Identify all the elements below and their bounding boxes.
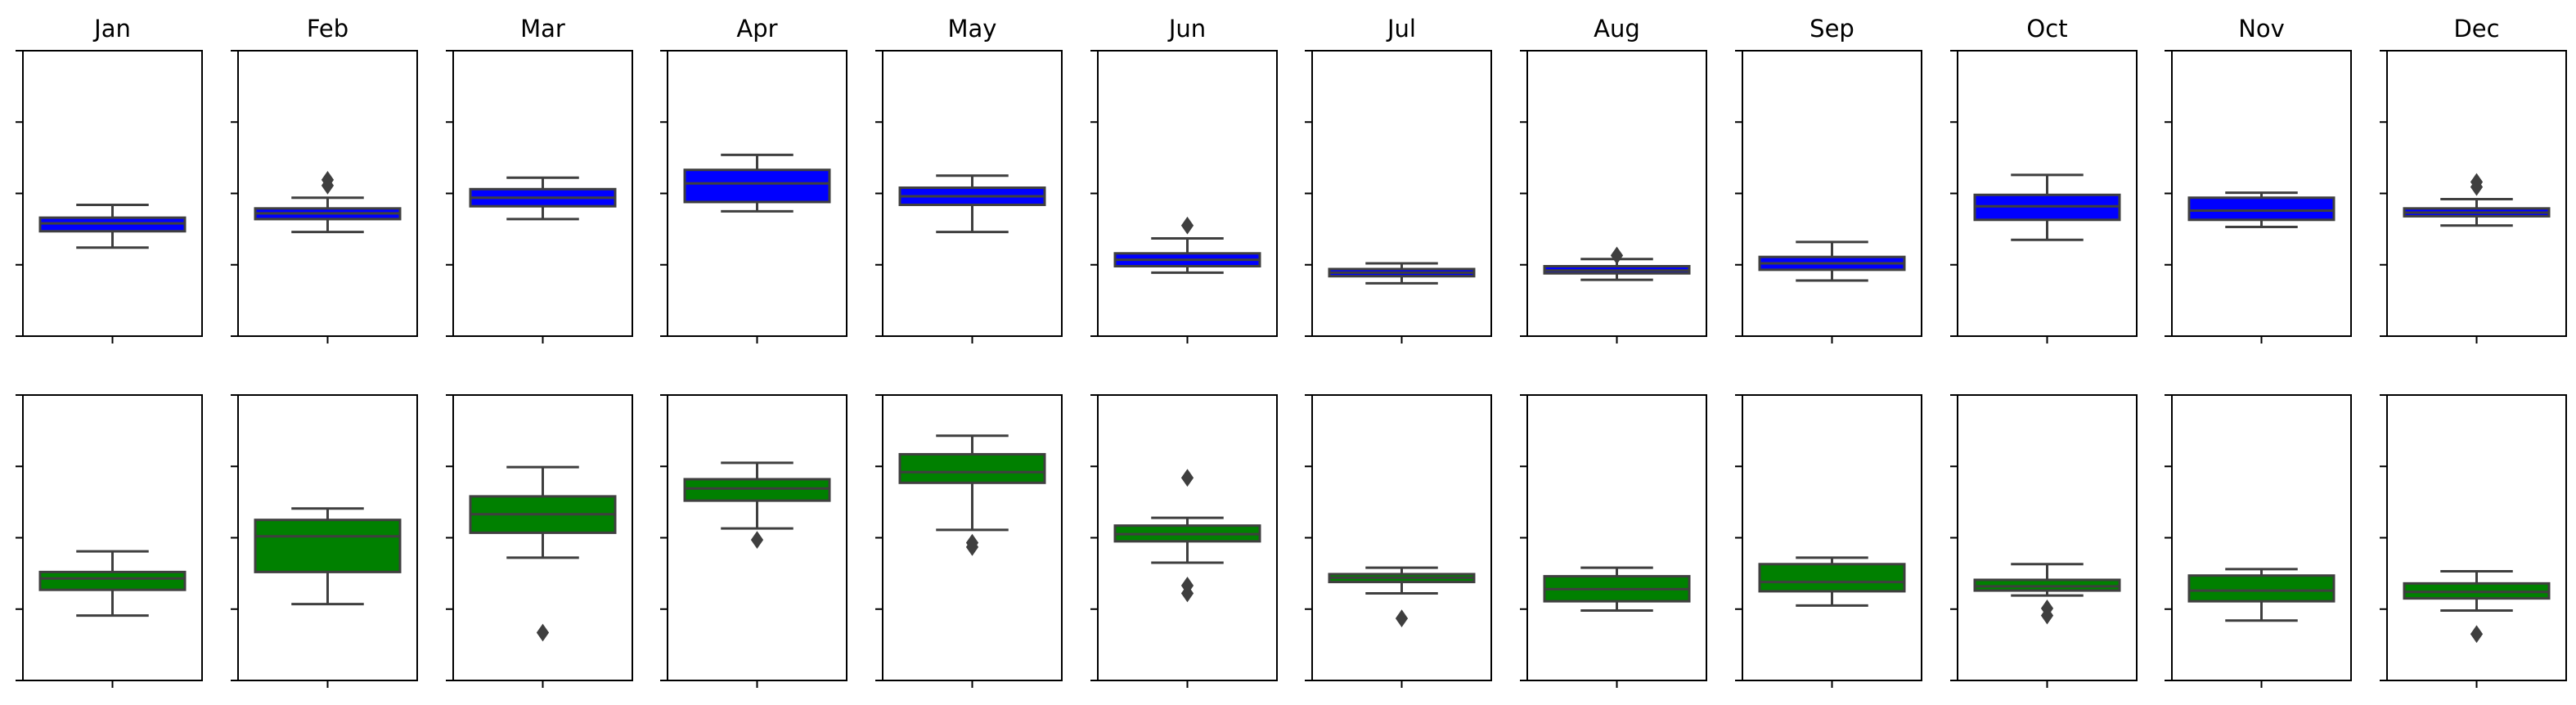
box-apr-row2 bbox=[683, 478, 831, 502]
month-title-oct: Oct bbox=[2026, 15, 2067, 43]
box-nov-row1 bbox=[2187, 196, 2335, 222]
month-title-nov: Nov bbox=[2238, 15, 2285, 43]
outlier-marker-dec bbox=[2470, 625, 2484, 644]
panel-frame-jun-row1 bbox=[1097, 50, 1278, 337]
panel-frame-aug-row2 bbox=[1526, 394, 1707, 681]
box-nov-row2 bbox=[2187, 574, 2335, 603]
outlier-marker-apr bbox=[750, 531, 764, 549]
outlier-marker-oct bbox=[2040, 599, 2054, 617]
outlier-marker-jun bbox=[1180, 216, 1194, 235]
panel-frame-jan-row1 bbox=[22, 50, 203, 337]
outlier-marker-jun bbox=[1180, 577, 1194, 595]
month-title-jun: Jun bbox=[1167, 15, 1206, 43]
panel-frame-sep-row2 bbox=[1742, 394, 1922, 681]
month-title-jan: Jan bbox=[92, 15, 131, 43]
box-apr-row1 bbox=[683, 168, 831, 204]
panel-frame-jan-row2 bbox=[22, 394, 203, 681]
panel-frame-sep-row1 bbox=[1742, 50, 1922, 337]
panel-frame-jul-row1 bbox=[1311, 50, 1492, 337]
box-feb-row2 bbox=[254, 519, 402, 573]
panel-frame-nov-row2 bbox=[2171, 394, 2352, 681]
box-sep-row2 bbox=[1758, 563, 1906, 593]
outlier-marker-may bbox=[965, 533, 979, 552]
box-may-row2 bbox=[898, 452, 1046, 484]
month-title-dec: Dec bbox=[2453, 15, 2499, 43]
outlier-marker-jun bbox=[1180, 469, 1194, 487]
month-title-may: May bbox=[948, 15, 997, 43]
panel-frame-jul-row2 bbox=[1311, 394, 1492, 681]
month-title-apr: Apr bbox=[736, 15, 777, 43]
outlier-marker-jul bbox=[1395, 609, 1409, 627]
panel-frame-aug-row1 bbox=[1526, 50, 1707, 337]
outlier-marker-aug bbox=[1610, 246, 1624, 265]
outlier-marker-feb bbox=[321, 171, 335, 189]
box-jan-row2 bbox=[38, 570, 187, 591]
panel-frame-oct-row2 bbox=[1957, 394, 2138, 681]
outlier-marker-dec bbox=[2470, 173, 2484, 191]
month-title-jul: Jul bbox=[1386, 15, 1416, 43]
month-title-mar: Mar bbox=[520, 15, 565, 43]
month-title-sep: Sep bbox=[1809, 15, 1854, 43]
month-title-aug: Aug bbox=[1594, 15, 1640, 43]
outlier-marker-mar bbox=[536, 623, 550, 642]
month-title-feb: Feb bbox=[307, 15, 348, 43]
